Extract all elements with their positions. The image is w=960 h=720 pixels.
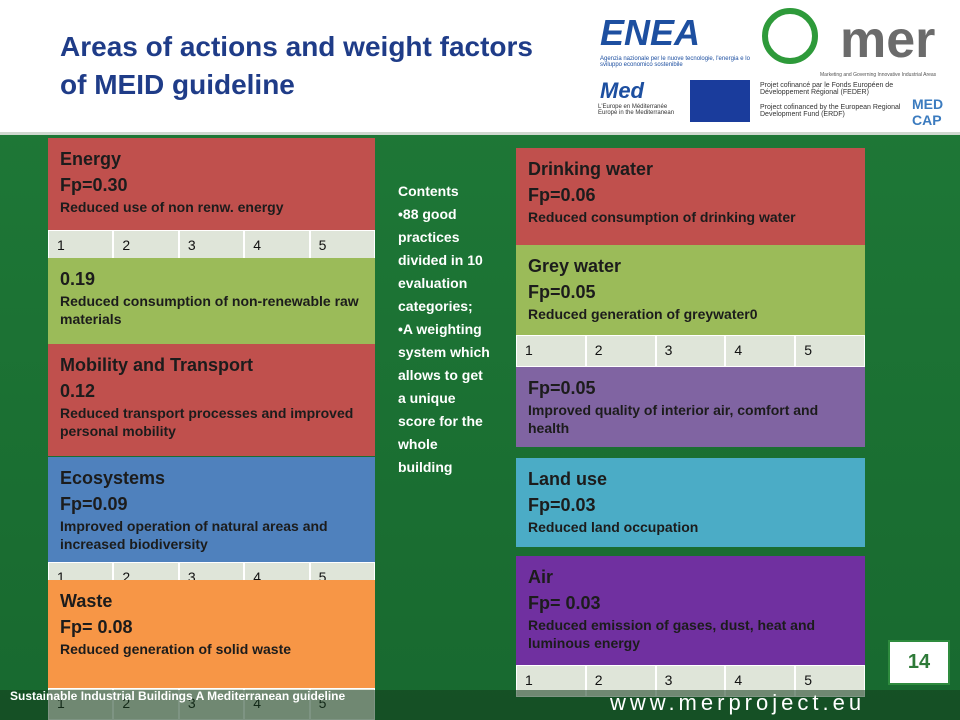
scale-cell: 2: [585, 335, 656, 367]
card-fp: Fp= 0.08: [60, 617, 133, 637]
card-fp: Fp=0.05: [528, 378, 596, 398]
card-description: Reduced generation of greywater0: [528, 306, 758, 322]
card: Drinking water Fp=0.06 Reduced consumption…: [516, 148, 865, 248]
card: Grey water Fp=0.05 Reduced generation of g…: [516, 245, 865, 335]
scale-cell: 4: [244, 230, 310, 262]
med-caption: L'Europe en Méditerranée Europe in the M…: [598, 104, 675, 116]
card: Energy Fp=0.30 Reduced use of non renw. en…: [48, 138, 375, 230]
scale-cell: 1: [516, 335, 586, 367]
scale-cell: 1: [48, 230, 114, 262]
card-description: Reduced land occupation: [528, 519, 699, 535]
enea-logo: ENEA: [600, 12, 701, 53]
title: Areas of actions and weight factors of M…: [60, 31, 533, 100]
card-description: Reduced generation of solid waste: [60, 641, 292, 657]
clover-icon: [762, 8, 818, 64]
card-title: Energy: [60, 149, 122, 169]
card-fp: Fp=0.05: [528, 282, 596, 302]
card-fp: Fp=0.30: [60, 175, 128, 195]
page-number: 14: [888, 640, 950, 685]
website: www.merproject.eu: [610, 690, 866, 715]
contents: Contents •88 good practices divided in 1…: [398, 180, 494, 479]
card-title: Air: [528, 567, 554, 587]
card: Land use Fp=0.03 Reduced land occupation: [516, 458, 865, 547]
feder: Projet cofinancé par le Fonds Européen d…: [760, 82, 894, 96]
card-title: Mobility and Transport: [60, 355, 254, 375]
card-title: Drinking water: [528, 159, 654, 179]
card-description: Reduced emission of gases, dust, heat an…: [528, 617, 816, 651]
mer-caption: Marketing and Governing Innovative Indus…: [820, 72, 937, 78]
eu-flag: [690, 80, 750, 122]
enea-caption: Agenzia nazionale per le nuove tecnologi…: [600, 56, 750, 68]
card-description: Reduced transport processes and improved…: [60, 405, 354, 439]
footer-text: Sustainable Industrial Buildings A Medit…: [10, 689, 346, 703]
header: Areas of actions and weight factors of M…: [0, 0, 960, 135]
card-fp: Fp=0.03: [528, 495, 596, 515]
card-fp: Fp=0.09: [60, 494, 128, 514]
footer-bar: [0, 690, 960, 720]
card-description: Improved quality of interior air, comfor…: [528, 402, 819, 436]
scale-cell: 3: [655, 335, 726, 367]
erdf: Project cofinanced by the European Regio…: [760, 104, 901, 118]
scale-cell: 5: [795, 335, 865, 367]
card: Waste Fp= 0.08 Reduced generation of solid…: [48, 580, 375, 688]
medcap-logo: MED CAP: [912, 96, 944, 128]
contents-heading: Contents: [398, 183, 459, 199]
contents-item: •88 good practices divided in 10 evaluat…: [398, 206, 483, 314]
card: Air Fp= 0.03 Reduced emission of gases, du…: [516, 556, 865, 665]
card-description: Improved operation of natural areas and …: [60, 518, 328, 552]
card-fp: 0.19: [60, 269, 96, 289]
card-description: Reduced consumption of drinking water: [528, 209, 796, 225]
med-logo: Med: [600, 78, 644, 103]
card-fp: Fp= 0.03: [528, 593, 601, 613]
card-description: Reduced consumption of non-renewable raw…: [60, 293, 359, 327]
card: Fp=0.05 Improved quality of interior air,…: [516, 367, 865, 447]
card-fp: 0.12: [60, 381, 96, 401]
card-title: Grey water: [528, 256, 622, 276]
scale-cell: 4: [725, 335, 796, 367]
card-title: Ecosystems: [60, 468, 166, 488]
card-description: Reduced use of non renw. energy: [60, 199, 284, 215]
contents-item: •A weighting system which allows to get …: [398, 321, 490, 475]
card: Ecosystems Fp=0.09 Improved operation of n…: [48, 457, 375, 562]
card-title: Waste: [60, 591, 113, 611]
card: 0.19 Reduced consumption of non-renewable…: [48, 258, 375, 344]
mer-logo: mer: [840, 11, 936, 69]
card: Mobility and Transport 0.12 Reduced transp…: [48, 344, 375, 456]
card-fp: Fp=0.06: [528, 185, 596, 205]
card-title: Land use: [528, 469, 608, 489]
